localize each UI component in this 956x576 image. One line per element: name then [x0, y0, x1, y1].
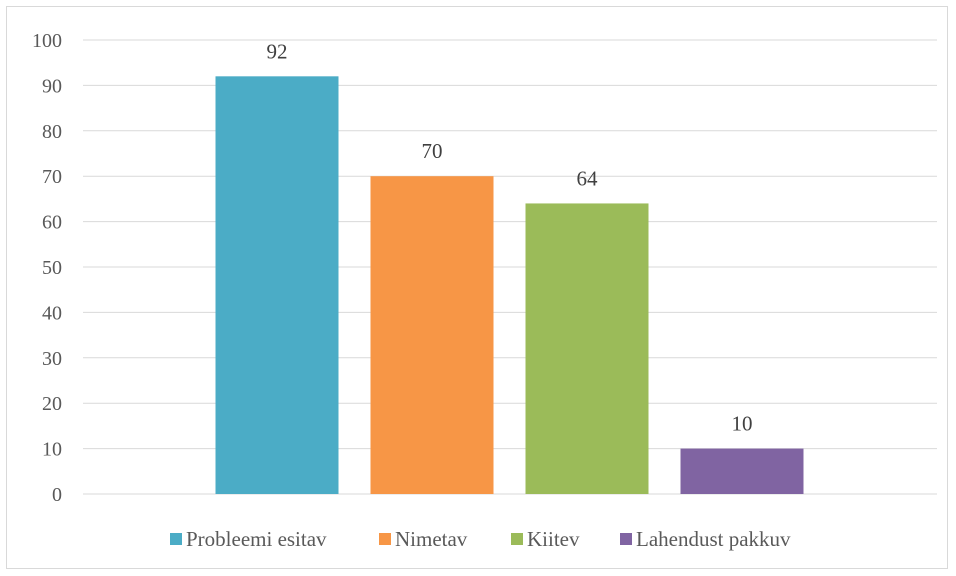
y-tick-label: 50 — [42, 257, 62, 279]
legend-label: Nimetav — [395, 527, 468, 551]
bar-lahendust-pakkuv — [680, 448, 804, 494]
legend-label: Lahendust pakkuv — [636, 527, 791, 551]
data-label: 64 — [577, 166, 599, 190]
data-label: 70 — [422, 139, 443, 163]
y-tick-label: 20 — [42, 393, 62, 415]
y-tick-label: 10 — [42, 439, 62, 461]
data-labels: 92 70 64 10 — [267, 39, 753, 435]
bar-probleemi-esitav — [215, 76, 339, 494]
y-tick-label: 90 — [42, 75, 62, 97]
y-tick-label: 30 — [42, 348, 62, 370]
legend: Probleemi esitav Nimetav Kiitev Lahendust p… — [170, 527, 791, 551]
y-tick-label: 70 — [42, 166, 62, 188]
legend-swatch — [511, 533, 523, 545]
legend-swatch — [620, 533, 632, 545]
legend-label: Probleemi esitav — [186, 527, 327, 551]
bar-nimetav — [370, 176, 494, 494]
y-tick-label: 80 — [42, 121, 62, 143]
data-label: 10 — [732, 412, 753, 436]
data-label: 92 — [267, 39, 288, 63]
y-tick-label: 0 — [52, 484, 62, 506]
bars — [215, 76, 804, 494]
y-tick-label: 60 — [42, 212, 62, 234]
legend-swatch — [170, 533, 182, 545]
gridlines — [83, 39, 937, 495]
bar-kiitev — [525, 203, 649, 494]
y-tick-label: 40 — [42, 302, 62, 324]
y-axis: 0 10 20 30 40 50 60 70 80 90 100 — [32, 30, 62, 506]
legend-swatch — [379, 533, 391, 545]
legend-label: Kiitev — [527, 527, 580, 551]
y-tick-label: 100 — [32, 30, 62, 52]
